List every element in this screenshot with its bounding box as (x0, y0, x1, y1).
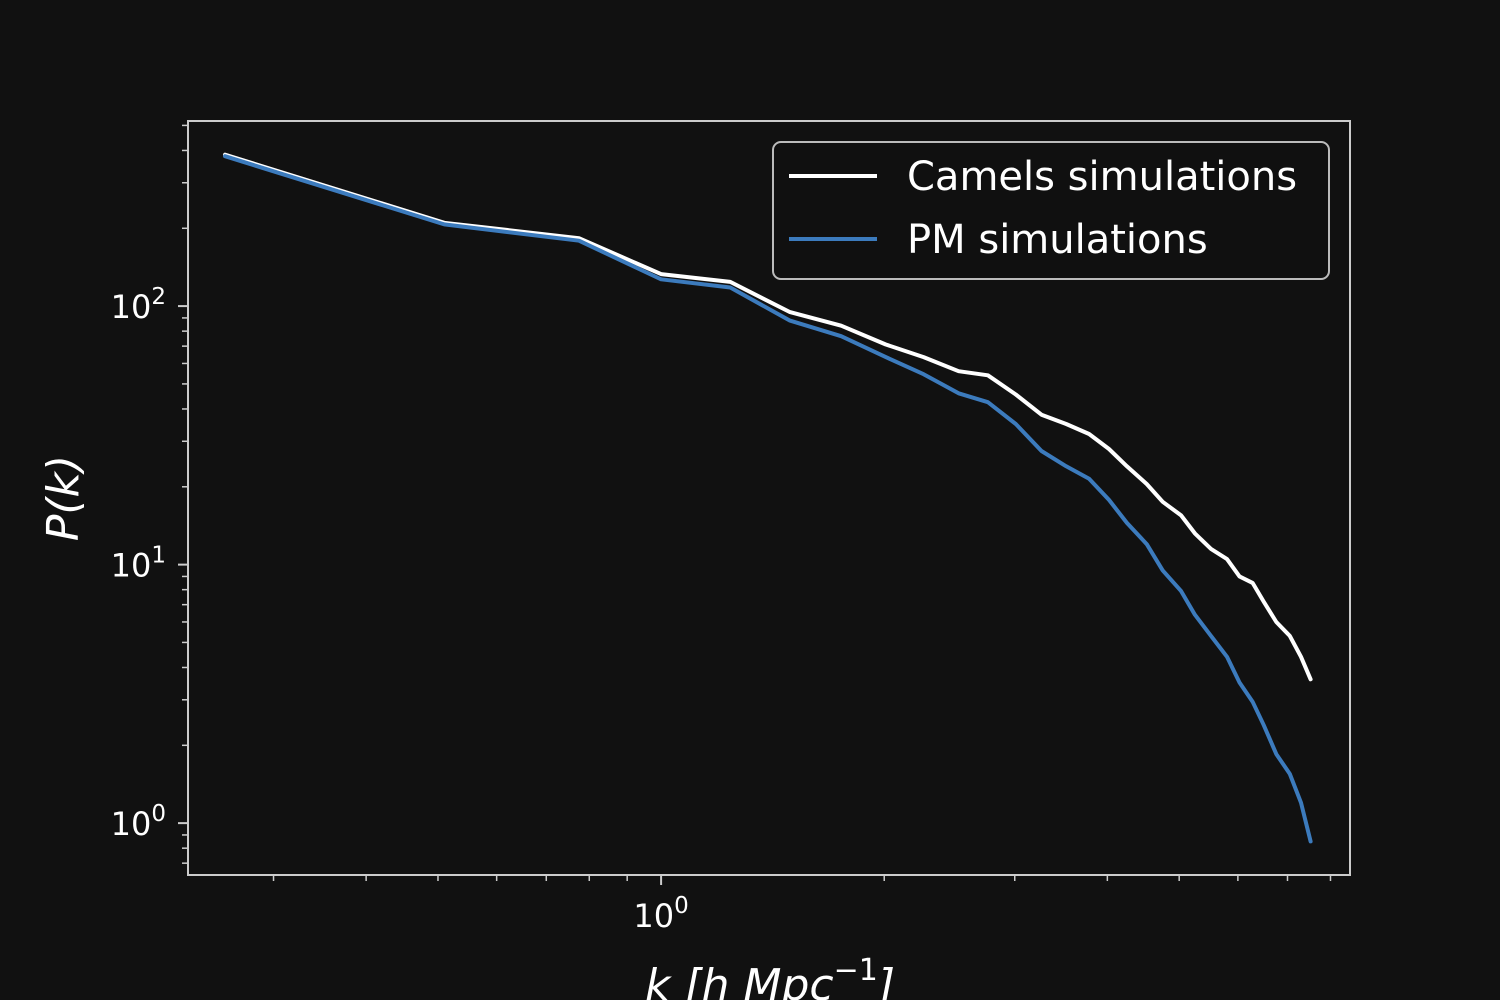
x-axis-ticks: 100 (272, 875, 1332, 935)
x-axis-label: k [h Mpc−1] (645, 953, 895, 1000)
y-axis-ticks: 100 101 102 (111, 124, 188, 864)
plot-frame (187, 120, 1351, 876)
y-tick-label: 102 (111, 284, 166, 326)
x-tick-label: 100 (633, 893, 688, 935)
series-layer (223, 152, 1313, 844)
y-tick-label: 101 (111, 543, 166, 585)
series-line-1 (223, 154, 1313, 844)
legend-box (772, 141, 1330, 280)
legend-label-camels: Camels simulations (907, 154, 1297, 200)
legend: Camels simulations PM simulations (772, 141, 1330, 280)
y-tick-label: 100 (111, 801, 166, 843)
legend-label-pm: PM simulations (907, 217, 1208, 263)
series-line-0 (223, 152, 1313, 682)
y-axis-label: P(k) (38, 455, 89, 541)
